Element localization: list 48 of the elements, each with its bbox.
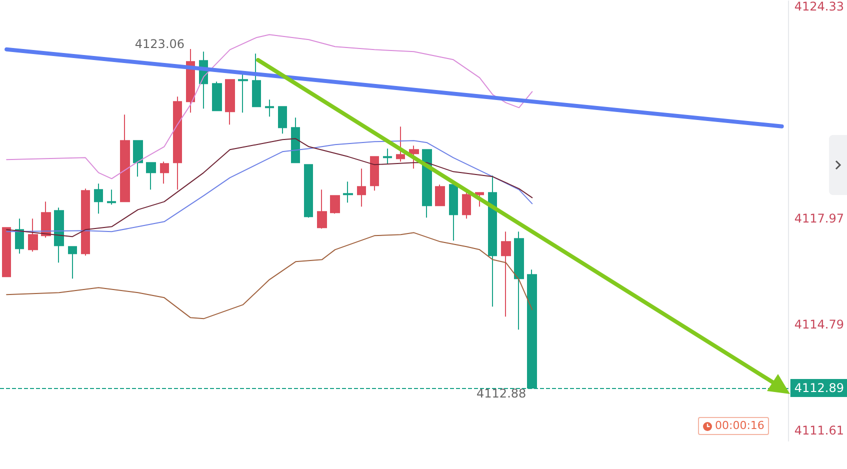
annotation: 00:00:16 <box>715 418 764 434</box>
candlestick <box>501 231 511 318</box>
candlestick <box>475 192 484 208</box>
candlestick <box>278 106 287 134</box>
candlestick <box>68 246 77 280</box>
line-series <box>6 34 533 180</box>
candlestick <box>28 218 38 252</box>
candlestick <box>265 99 274 118</box>
candlestick <box>409 145 419 170</box>
candlestick <box>225 79 235 126</box>
candlestick <box>435 184 445 206</box>
candlestick <box>462 192 471 220</box>
candlestick <box>370 156 379 192</box>
y-tick-label: 4124.33 <box>794 0 844 14</box>
y-tick-label: 4114.79 <box>794 318 844 332</box>
candlestick <box>291 117 300 164</box>
candlestick <box>173 96 182 190</box>
y-tick-label: 4111.61 <box>794 424 844 438</box>
candlestick <box>514 231 524 330</box>
annotation: 4123.06 <box>134 37 185 51</box>
candlestick <box>238 72 248 114</box>
annotation: 4112.88 <box>476 386 526 400</box>
candlestick <box>488 175 497 308</box>
candlestick <box>252 53 261 108</box>
candlestick <box>383 148 392 164</box>
candlestick <box>120 114 130 202</box>
candlestick <box>317 189 327 230</box>
candlestick <box>15 218 24 254</box>
candlestick <box>343 181 353 204</box>
candlestick <box>94 183 103 214</box>
candlestick <box>2 227 11 278</box>
candlestick <box>212 81 222 112</box>
candlestick <box>54 207 64 264</box>
ref-line-label: 4112.89 <box>794 381 844 395</box>
candlestick <box>422 149 432 218</box>
candlestick <box>133 140 143 178</box>
line-series <box>6 232 533 320</box>
y-tick-label: 4117.97 <box>794 212 844 226</box>
candlestick <box>107 189 116 206</box>
candlestick <box>81 188 90 256</box>
candlestick <box>160 161 169 184</box>
candlestick <box>304 164 313 218</box>
candlestick <box>449 184 458 242</box>
candlestick <box>357 168 366 208</box>
candlestick <box>330 195 340 214</box>
candlestick <box>41 201 51 238</box>
candlestick <box>146 162 156 190</box>
candlestick <box>396 126 405 162</box>
